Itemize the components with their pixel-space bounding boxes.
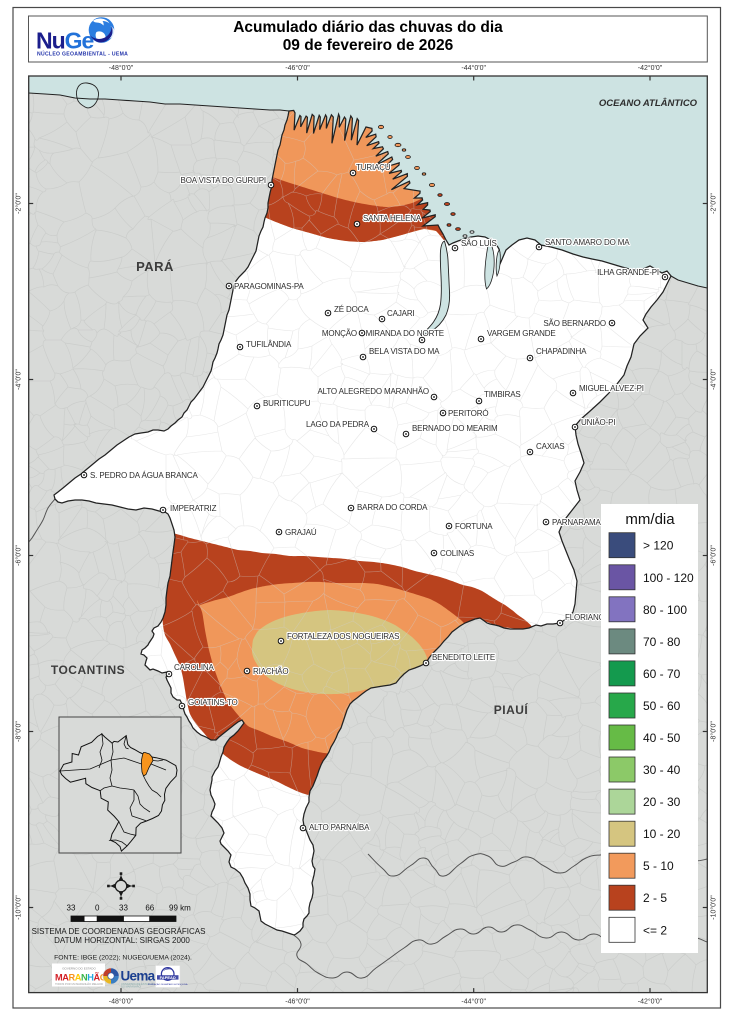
svg-text:NuGe: NuGe [36,28,94,54]
svg-text:GOVERNO DO ESTADO: GOVERNO DO ESTADO [62,967,96,971]
svg-text:50 - 60: 50 - 60 [643,699,681,713]
svg-text:5 - 10: 5 - 10 [643,859,674,873]
svg-text:10 - 20: 10 - 20 [643,827,681,841]
svg-text:-4°0'0": -4°0'0" [710,369,718,390]
svg-text:SÃO BERNARDO: SÃO BERNARDO [543,319,606,328]
svg-text:FAPEAD: FAPEAD [160,975,176,980]
svg-text:TOCANTINS: TOCANTINS [51,663,125,677]
svg-text:MARANHÃO: MARANHÃO [55,973,107,983]
svg-text:BERNADO DO MEARIM: BERNADO DO MEARIM [412,424,498,433]
svg-text:30 - 40: 30 - 40 [643,763,681,777]
svg-text:70 - 80: 70 - 80 [643,635,681,649]
svg-text:CAXIAS: CAXIAS [536,442,564,451]
svg-text:LAGO DA PEDRA: LAGO DA PEDRA [306,420,370,429]
svg-text:ALTO ALEGREDO MARANHÃO: ALTO ALEGREDO MARANHÃO [317,387,429,396]
svg-text:CHAPADINHA: CHAPADINHA [536,347,587,356]
svg-text:33: 33 [67,904,76,913]
svg-text:-4°0'0": -4°0'0" [15,369,23,390]
svg-text:SANTO AMARO DO MA: SANTO AMARO DO MA [545,238,630,247]
svg-text:FLORIANO: FLORIANO [565,613,605,622]
svg-text:COLINAS: COLINAS [440,549,474,558]
svg-text:MIGUEL ALVEZ-PI: MIGUEL ALVEZ-PI [579,384,644,393]
svg-text:BELA VISTA DO MA: BELA VISTA DO MA [369,347,440,356]
svg-text:Uema: Uema [121,969,156,984]
svg-text:-10°0'0": -10°0'0" [15,895,23,920]
svg-text:40 - 50: 40 - 50 [643,731,681,745]
svg-text:PARNARAMA: PARNARAMA [552,518,602,527]
svg-text:-2°0'0": -2°0'0" [15,193,23,214]
svg-text:100 - 120: 100 - 120 [643,571,694,585]
svg-text:TURIAÇU: TURIAÇU [356,163,391,172]
svg-text:-6°0'0": -6°0'0" [15,545,23,566]
svg-text:CAJARI: CAJARI [387,309,415,318]
svg-text:UNIVERSIDADE ESTADUAL: UNIVERSIDADE ESTADUAL [121,982,155,986]
svg-text:-44°0'0": -44°0'0" [461,998,486,1006]
svg-text:VARGEM GRANDE: VARGEM GRANDE [487,329,556,338]
svg-text:SANTA HELENA: SANTA HELENA [363,214,422,223]
svg-text:66: 66 [145,904,154,913]
svg-text:BARRA DO CORDA: BARRA DO CORDA [357,503,428,512]
svg-text:ILHA GRANDE-PI: ILHA GRANDE-PI [597,268,659,277]
svg-text:> 120: > 120 [643,539,674,553]
svg-text:2 - 5: 2 - 5 [643,891,667,905]
svg-text:20 - 30: 20 - 30 [643,795,681,809]
svg-text:SISTEMA DE COORDENADAS GEOGRÁF: SISTEMA DE COORDENADAS GEOGRÁFICAS [32,927,206,936]
svg-text:FONTE: IBGE (2022); NUGEO/UEMA: FONTE: IBGE (2022); NUGEO/UEMA (2024). [54,955,192,962]
svg-text:-2°0'0": -2°0'0" [710,193,718,214]
svg-text:FORTALEZA DOS NOGUEIRAS: FORTALEZA DOS NOGUEIRAS [287,632,399,641]
svg-text:Acumulado diário das chuvas do: Acumulado diário das chuvas do dia [233,19,503,36]
svg-text:UNIÃO-PI: UNIÃO-PI [581,418,615,427]
svg-text:BURITICUPU: BURITICUPU [263,399,311,408]
svg-text:FUNDAÇÃO DE AMPARO À PESQUISA: FUNDAÇÃO DE AMPARO À PESQUISA [148,983,188,986]
svg-text:09 de fevereiro de 2026: 09 de fevereiro de 2026 [283,37,454,54]
svg-text:99 km: 99 km [169,904,191,913]
svg-text:NÚCLEO GEOAMBIENTAL - UEMA: NÚCLEO GEOAMBIENTAL - UEMA [37,51,128,58]
svg-text:-46°0'0": -46°0'0" [285,64,310,72]
svg-text:-46°0'0": -46°0'0" [285,998,310,1006]
svg-text:PIAUÍ: PIAUÍ [494,702,529,717]
svg-text:TODOS POR UM MARANHÃO MELHOR: TODOS POR UM MARANHÃO MELHOR [55,981,103,986]
svg-text:IMPERATRIZ: IMPERATRIZ [170,504,217,513]
svg-text:33: 33 [119,904,128,913]
svg-text:0: 0 [95,904,100,913]
svg-text:RIACHÃO: RIACHÃO [253,667,288,676]
svg-text:DO MARANHÃO: DO MARANHÃO [121,984,141,989]
svg-text:SÃO LUÍS: SÃO LUÍS [461,239,497,248]
svg-text:-48°0'0": -48°0'0" [109,998,134,1006]
svg-text:PARÁ: PARÁ [136,259,174,274]
svg-text:ZÉ DOCA: ZÉ DOCA [334,305,369,314]
svg-text:-44°0'0": -44°0'0" [461,64,486,72]
svg-text:GOIATINS-TO: GOIATINS-TO [188,698,238,707]
svg-text:GRAJAÚ: GRAJAÚ [285,528,317,537]
svg-text:FORTUNA: FORTUNA [455,522,493,531]
svg-text:-42°0'0": -42°0'0" [638,64,663,72]
svg-text:TUFILÂNDIA: TUFILÂNDIA [246,340,292,349]
svg-text:ALTO PARNAÍBA: ALTO PARNAÍBA [309,823,370,832]
svg-text:-42°0'0": -42°0'0" [638,998,663,1006]
svg-text:<= 2: <= 2 [643,923,667,937]
svg-text:MIRANDA DO NORTE: MIRANDA DO NORTE [366,329,444,338]
svg-text:BOA VISTA DO GURUPI: BOA VISTA DO GURUPI [181,176,266,185]
svg-text:MONÇÃO: MONÇÃO [322,329,357,338]
svg-text:mm/dia: mm/dia [625,511,675,528]
svg-text:CAROLINA: CAROLINA [174,663,215,672]
svg-text:-48°0'0": -48°0'0" [109,64,134,72]
svg-text:-8°0'0": -8°0'0" [15,721,23,742]
svg-text:PARAGOMINAS-PA: PARAGOMINAS-PA [234,282,304,291]
svg-text:80 - 100: 80 - 100 [643,603,687,617]
svg-text:-8°0'0": -8°0'0" [710,721,718,742]
svg-text:DATUM HORIZONTAL: SIRGAS 2000: DATUM HORIZONTAL: SIRGAS 2000 [54,936,190,945]
svg-text:60 - 70: 60 - 70 [643,667,681,681]
svg-text:OCEANO ATLÂNTICO: OCEANO ATLÂNTICO [599,97,698,109]
svg-text:PERITORÓ: PERITORÓ [448,409,488,418]
svg-text:-6°0'0": -6°0'0" [710,545,718,566]
svg-text:BENEDITO LEITE: BENEDITO LEITE [432,653,495,662]
svg-text:-10°0'0": -10°0'0" [710,895,718,920]
svg-text:TIMBIRAS: TIMBIRAS [484,390,521,399]
svg-text:S. PEDRO DA ÁGUA BRANCA: S. PEDRO DA ÁGUA BRANCA [90,471,199,480]
